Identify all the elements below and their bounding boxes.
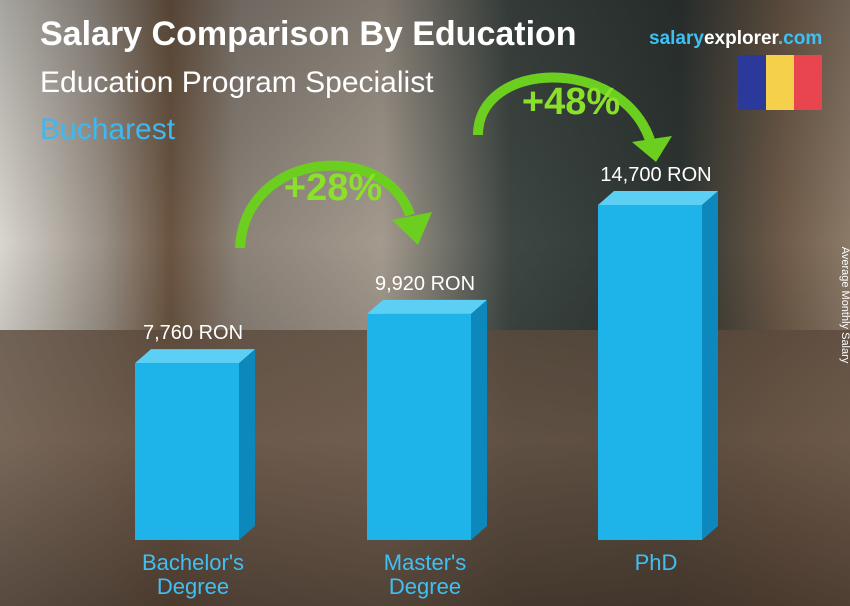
flag-blue — [738, 55, 766, 110]
bar-side — [471, 299, 487, 540]
brand: salaryexplorer.com — [649, 28, 822, 49]
bar — [135, 349, 255, 540]
bar-front — [367, 313, 471, 540]
arrowhead — [392, 212, 432, 245]
brand-part: .com — [778, 28, 822, 49]
flag-yellow — [766, 55, 794, 110]
bar — [598, 191, 718, 540]
y-axis-label: Average Monthly Salary — [839, 247, 850, 364]
bar-front — [135, 363, 239, 540]
x-tick-label: Bachelor's Degree — [141, 550, 245, 599]
bar-side — [702, 191, 718, 540]
annotation: +28% — [284, 167, 382, 209]
bar-top — [135, 349, 255, 364]
value-label: 14,700 RON — [600, 164, 711, 186]
bar-side — [239, 349, 255, 540]
value-label: 9,920 RON — [375, 273, 475, 295]
chart-title: Salary Comparison By Education — [40, 15, 577, 53]
location: Bucharest — [40, 113, 176, 146]
bar-top — [598, 191, 718, 205]
arrow — [473, 72, 655, 142]
arrow — [235, 160, 415, 249]
x-tick-label: Master's Degree — [383, 550, 467, 599]
brand-part: salary — [649, 28, 704, 49]
bar — [367, 299, 487, 540]
x-tick-label: PhD — [634, 550, 678, 575]
chart-subtitle: Education Program Specialist — [40, 66, 434, 99]
value-label: 7,760 RON — [143, 322, 243, 344]
flag-red — [794, 55, 822, 110]
bar-top — [367, 299, 487, 314]
annotation: +48% — [522, 81, 620, 123]
bar-front — [598, 205, 702, 540]
arrowhead — [632, 136, 672, 162]
brand-part: explorer — [704, 28, 780, 49]
